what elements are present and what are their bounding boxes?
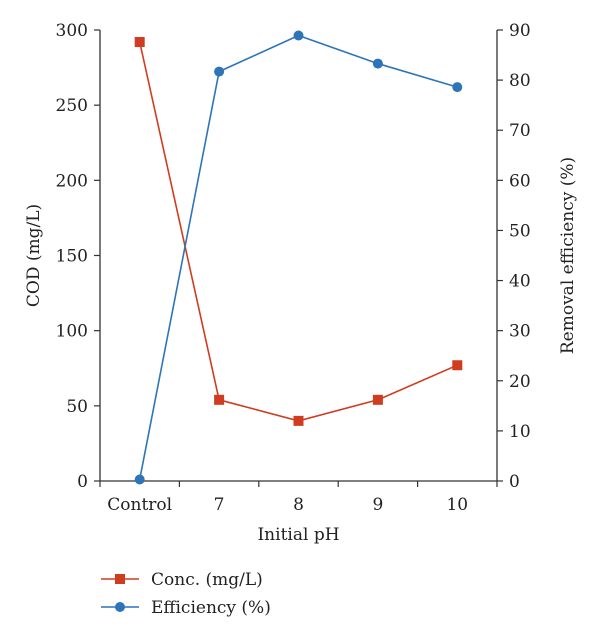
data-point-0 xyxy=(134,37,145,48)
y2-tick-label: 50 xyxy=(509,221,531,241)
data-point-0 xyxy=(293,415,304,426)
y-tick-label: 250 xyxy=(56,96,88,116)
x-tick-label: 8 xyxy=(293,495,304,515)
legend-marker xyxy=(115,574,125,584)
series-layer xyxy=(134,30,463,485)
x-tick-label: 9 xyxy=(372,495,383,515)
y-tick-label: 300 xyxy=(56,21,88,41)
data-point-0 xyxy=(452,360,463,371)
data-point-1 xyxy=(452,82,463,93)
legend-label: Efficiency (%) xyxy=(151,598,271,618)
y2-tick-label: 0 xyxy=(509,472,520,492)
data-point-0 xyxy=(372,394,383,405)
axes: 0 50 100 150 200 250 300 0 10 20 30 40 50 60 70 80 90 Con… xyxy=(56,21,531,515)
y2-axis-title: Removal efficiency (%) xyxy=(558,157,578,354)
y2-tick-label: 20 xyxy=(509,372,531,392)
legend-marker xyxy=(115,602,125,612)
y-tick-label: 100 xyxy=(56,322,88,342)
data-point-0 xyxy=(214,394,225,405)
y-tick-label: 200 xyxy=(56,171,88,191)
y-tick-label: 50 xyxy=(66,397,88,417)
y2-tick-label: 30 xyxy=(509,322,531,342)
y2-tick-label: 70 xyxy=(509,121,531,141)
y2-tick-label: 40 xyxy=(509,272,531,292)
legend-label: Conc. (mg/L) xyxy=(151,570,263,590)
legend: Conc. (mg/L) Efficiency (%) xyxy=(101,570,271,618)
data-point-1 xyxy=(134,474,145,485)
y-axis-title: COD (mg/L) xyxy=(24,204,44,307)
y-tick-label: 150 xyxy=(56,247,88,267)
x-tick-label: Control xyxy=(107,495,172,515)
y2-tick-label: 80 xyxy=(509,71,531,91)
x-axis-title: Initial pH xyxy=(257,525,339,545)
data-point-1 xyxy=(293,30,304,41)
data-point-1 xyxy=(214,66,225,77)
y2-tick-label: 60 xyxy=(509,171,531,191)
x-tick-label: 10 xyxy=(446,495,468,515)
y2-tick-label: 90 xyxy=(509,21,531,41)
y2-tick-label: 10 xyxy=(509,422,531,442)
data-point-1 xyxy=(372,58,383,69)
y-tick-label: 0 xyxy=(77,472,88,492)
x-tick-label: 7 xyxy=(214,495,225,515)
